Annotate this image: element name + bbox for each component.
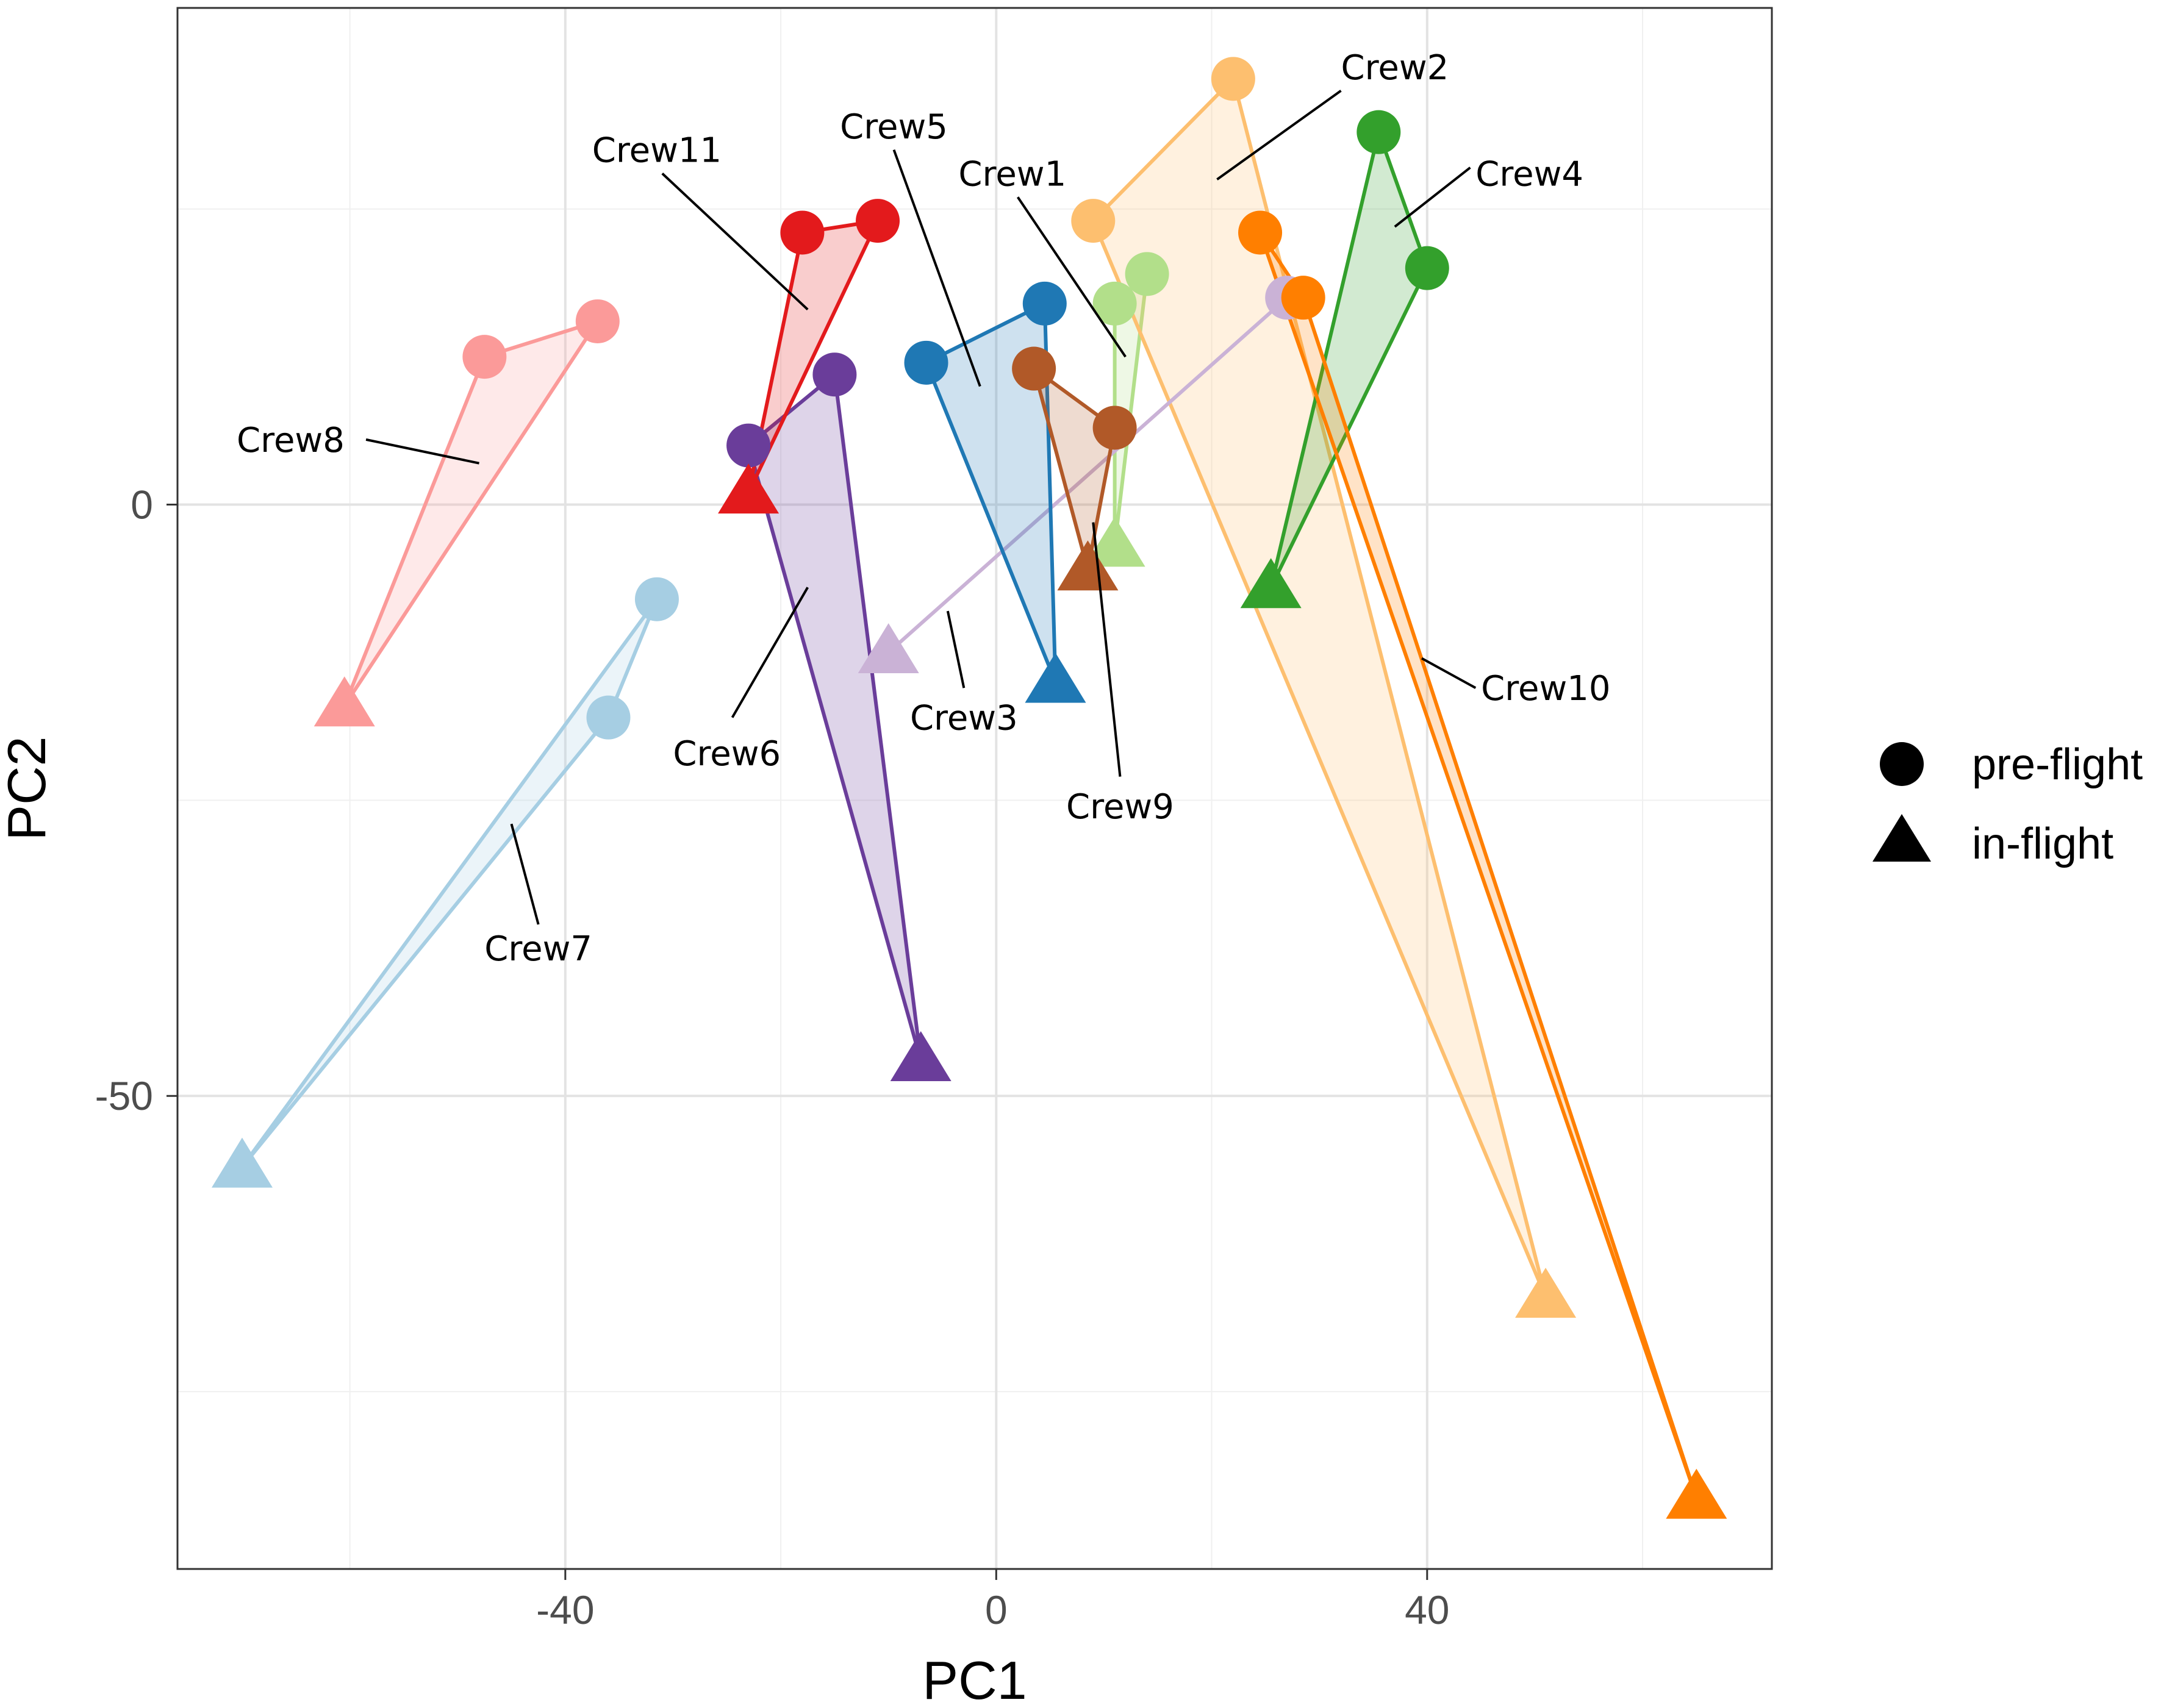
crew10-polygon bbox=[1258, 230, 1699, 1500]
crew-points bbox=[211, 57, 1727, 1519]
crew4-preflight-point-2 bbox=[1405, 246, 1449, 290]
axes: -40 0 40 0 -50 bbox=[95, 482, 1450, 1632]
legend-in-flight-label: in-flight bbox=[1972, 820, 2113, 868]
crew1-preflight-point-1 bbox=[1092, 281, 1137, 326]
crew7-inflight-point bbox=[211, 1137, 273, 1188]
legend: pre-flight in-flight bbox=[1873, 740, 2143, 868]
crew11-preflight-point-2 bbox=[856, 199, 900, 243]
label-leaders bbox=[365, 90, 1477, 925]
crew11-leader-line bbox=[661, 173, 809, 311]
crew5-inflight-point bbox=[1025, 652, 1086, 703]
crew1-inflight-point bbox=[1084, 516, 1145, 567]
crew4-inflight-point bbox=[1240, 558, 1302, 609]
crew8-preflight-point-1 bbox=[462, 335, 507, 379]
crew11-preflight-point-1 bbox=[780, 210, 825, 255]
crew11-label: Crew11 bbox=[592, 131, 722, 171]
crew10-leader-line bbox=[1421, 657, 1477, 689]
crew11-polygon bbox=[747, 219, 880, 495]
crew1-leader-line bbox=[1016, 196, 1127, 358]
crew7-preflight-point-1 bbox=[634, 577, 679, 621]
y-tick-label: 0 bbox=[131, 482, 153, 527]
x-axis-title: PC1 bbox=[922, 1650, 1027, 1708]
crew7-polygon bbox=[240, 597, 659, 1169]
plot-panel-background bbox=[177, 8, 1772, 1569]
legend-circle-icon bbox=[1880, 742, 1924, 786]
crew6-preflight-point-1 bbox=[726, 423, 771, 468]
crew2-preflight-point-2 bbox=[1211, 57, 1255, 101]
crew5-label: Crew5 bbox=[840, 107, 948, 147]
crew6-leader-line bbox=[731, 587, 809, 718]
crew5-preflight-point-1 bbox=[904, 340, 948, 385]
crew8-label: Crew8 bbox=[237, 421, 345, 460]
y-tick-label: -50 bbox=[95, 1073, 153, 1118]
crew2-label: Crew2 bbox=[1341, 48, 1449, 88]
crew7-preflight-point-2 bbox=[586, 695, 631, 740]
crew9-leader-line bbox=[1092, 522, 1122, 777]
crew3-label: Crew3 bbox=[910, 699, 1018, 738]
crew2-polygon bbox=[1091, 77, 1548, 1299]
crew2-leader-line bbox=[1216, 90, 1342, 180]
crew5-leader-line bbox=[892, 149, 981, 387]
plot-panel-border bbox=[176, 7, 1773, 1570]
crew1-label: Crew1 bbox=[958, 155, 1066, 195]
crew4-label: Crew4 bbox=[1475, 155, 1583, 195]
crew10-preflight-point-2 bbox=[1281, 276, 1325, 320]
crew8-leader-line bbox=[365, 438, 479, 465]
crew9-polygon bbox=[1032, 366, 1117, 572]
crew6-label: Crew6 bbox=[673, 734, 781, 774]
crew8-inflight-point bbox=[314, 676, 375, 727]
crew2-inflight-point bbox=[1515, 1267, 1577, 1318]
crew10-preflight-point-1 bbox=[1238, 210, 1283, 255]
crew7-leader-line bbox=[510, 823, 540, 925]
crew8-polygon bbox=[342, 319, 600, 708]
crew9-label: Crew9 bbox=[1066, 787, 1174, 827]
crew9-preflight-point-2 bbox=[1092, 406, 1137, 450]
crew6-polygon bbox=[747, 373, 923, 1063]
crew10-label: Crew10 bbox=[1481, 669, 1610, 709]
crew5-polygon bbox=[924, 301, 1058, 684]
crew2-preflight-point-1 bbox=[1071, 199, 1116, 243]
x-tick-label: -40 bbox=[536, 1587, 594, 1632]
crew3-inflight-point bbox=[858, 623, 919, 673]
crew6-preflight-point-2 bbox=[812, 352, 857, 397]
y-axis-title: PC2 bbox=[0, 736, 57, 840]
crew9-preflight-point-1 bbox=[1012, 346, 1056, 391]
x-tick-label: 40 bbox=[1405, 1587, 1449, 1632]
x-tick-label: 0 bbox=[985, 1587, 1008, 1632]
crew4-leader-line bbox=[1394, 166, 1471, 228]
crew11-inflight-point bbox=[718, 463, 779, 514]
legend-triangle-icon bbox=[1873, 814, 1931, 862]
crew10-inflight-point bbox=[1666, 1468, 1727, 1519]
crew-polygons bbox=[240, 77, 1699, 1500]
grid-lines bbox=[177, 8, 1772, 1569]
crew3-leader-line bbox=[946, 610, 966, 688]
legend-pre-flight-label: pre-flight bbox=[1972, 740, 2143, 789]
crew8-preflight-point-2 bbox=[575, 299, 620, 343]
crew9-inflight-point bbox=[1057, 540, 1119, 591]
crew5-preflight-point-2 bbox=[1022, 281, 1067, 326]
crew1-preflight-point-2 bbox=[1125, 252, 1169, 296]
crew7-label: Crew7 bbox=[484, 929, 592, 969]
crew4-preflight-point-1 bbox=[1356, 110, 1401, 154]
crew-labels: Crew1 Crew2 Crew3 Crew4 Crew5 Crew6 Crew7 Crew8… bbox=[237, 48, 1610, 969]
crew3-polygon bbox=[887, 296, 1289, 654]
crew6-inflight-point bbox=[890, 1031, 951, 1082]
